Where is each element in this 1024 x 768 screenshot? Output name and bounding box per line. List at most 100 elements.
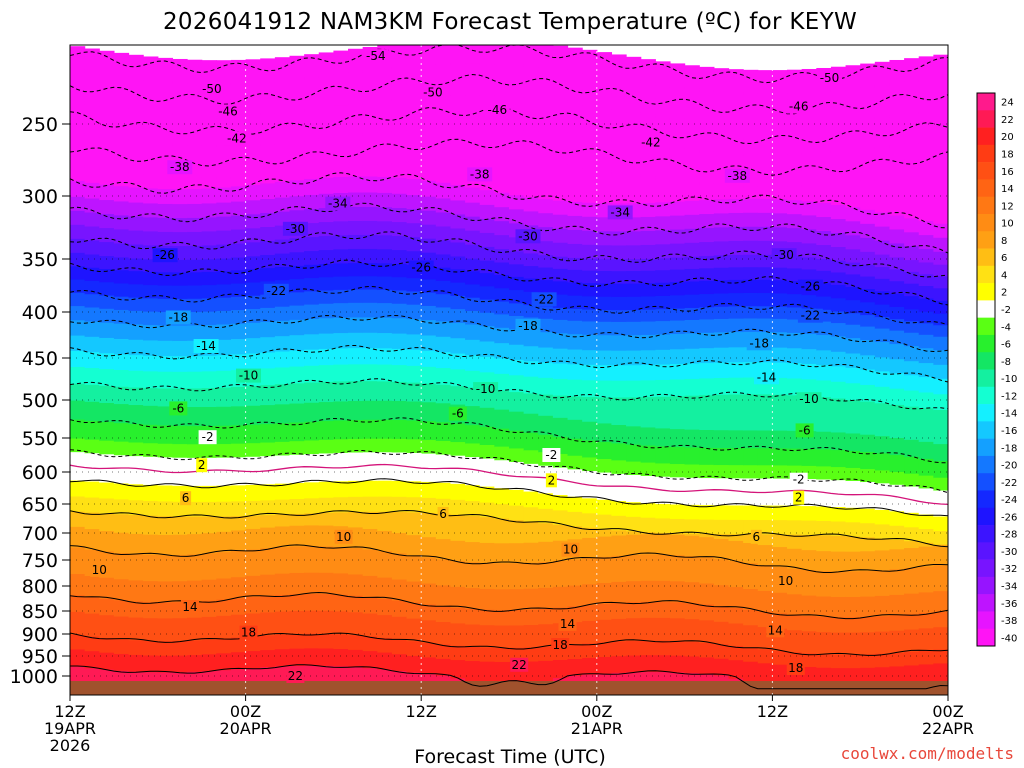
temperature-band-cell xyxy=(655,282,671,297)
temperature-band-cell xyxy=(333,649,349,667)
temperature-band-cell xyxy=(582,105,598,122)
temperature-band-cell xyxy=(552,660,569,679)
temperature-band-cell xyxy=(128,469,144,485)
temperature-band-cell xyxy=(318,250,334,265)
temperature-band-cell xyxy=(757,254,773,268)
temperature-band-cell xyxy=(640,114,656,131)
temperature-band-cell xyxy=(509,128,525,146)
temperature-band-cell xyxy=(728,226,744,242)
temperature-band-cell xyxy=(348,192,364,208)
temperature-band-cell xyxy=(245,67,261,84)
temperature-band-cell xyxy=(640,350,656,366)
temperature-band-cell xyxy=(333,546,349,575)
temperature-band-cell xyxy=(801,595,817,617)
temperature-band-cell xyxy=(830,183,847,206)
temperature-band-cell xyxy=(304,454,320,469)
temperature-band-cell xyxy=(874,595,891,617)
temperature-band-cell xyxy=(201,485,217,503)
temperature-band-cell xyxy=(538,213,554,228)
temperature-band-cell xyxy=(260,160,276,177)
temperature-band-cell xyxy=(333,634,349,650)
temperature-band-cell xyxy=(816,492,832,508)
temperature-band-cell xyxy=(216,177,232,189)
temperature-band-cell xyxy=(669,349,686,365)
temperature-band-cell xyxy=(596,154,613,172)
temperature-band-cell xyxy=(669,295,686,310)
temperature-band-cell xyxy=(728,561,744,588)
temperature-band-cell xyxy=(304,209,320,224)
contour-label-bg xyxy=(448,406,467,421)
temperature-band-cell xyxy=(567,320,583,335)
temperature-band-cell xyxy=(640,503,656,519)
temperature-band-cell xyxy=(274,336,291,353)
temperature-band-cell xyxy=(172,218,188,233)
temperature-band-cell xyxy=(187,285,203,300)
temperature-band-cell xyxy=(509,543,525,564)
temperature-band-cell xyxy=(772,650,788,666)
temperature-band-cell xyxy=(626,335,642,352)
temperature-band-cell xyxy=(406,304,422,320)
temperature-band-cell xyxy=(84,226,100,242)
temperature-band-cell xyxy=(757,70,773,79)
temperature-band-cell xyxy=(289,546,305,574)
temperature-band-cell xyxy=(904,321,920,334)
temperature-band-cell xyxy=(596,365,613,382)
temperature-band-cell xyxy=(874,212,891,228)
temperature-band-cell xyxy=(421,279,437,294)
contour-label-bg xyxy=(152,248,178,263)
temperature-band-cell xyxy=(70,419,86,440)
y-tick-label: 500 xyxy=(22,390,58,412)
temperature-band-cell xyxy=(333,74,349,91)
temperature-band-cell xyxy=(552,319,569,334)
temperature-band-cell xyxy=(728,254,744,268)
temperature-band-cell xyxy=(933,264,948,278)
temperature-band-cell xyxy=(801,169,817,187)
temperature-band-cell xyxy=(787,228,803,243)
temperature-band-cell xyxy=(567,379,583,398)
temperature-band-cell xyxy=(421,49,437,66)
temperature-band-cell xyxy=(450,540,466,562)
temperature-band-cell xyxy=(933,172,948,225)
temperature-band-cell xyxy=(611,618,627,643)
temperature-band-cell xyxy=(172,129,188,146)
contour-label: -10 xyxy=(239,369,259,383)
temperature-band-cell xyxy=(406,481,422,498)
temperature-band-cell xyxy=(567,511,583,527)
temperature-band-cell xyxy=(538,624,554,648)
temperature-band-cell xyxy=(743,254,759,268)
temperature-band-cell xyxy=(450,607,466,624)
temperature-band-cell xyxy=(816,296,832,311)
x-tick-label: 19APR xyxy=(44,719,96,738)
temperature-band-cell xyxy=(201,516,217,534)
temperature-band-cell xyxy=(230,257,247,271)
temperature-band-cell xyxy=(728,660,744,680)
temperature-band-cell xyxy=(904,486,920,500)
temperature-band-cell xyxy=(465,110,481,128)
temperature-band-cell xyxy=(801,550,817,571)
temperature-band-cell xyxy=(552,417,569,438)
temperature-band-cell xyxy=(904,406,920,441)
temperature-band-cell xyxy=(904,246,920,261)
temperature-band-cell xyxy=(918,392,934,409)
temperature-band-cell xyxy=(479,286,495,301)
temperature-band-cell xyxy=(406,655,422,674)
temperature-band-cell xyxy=(421,305,437,321)
temperature-band-cell xyxy=(699,583,715,606)
temperature-band-cell xyxy=(421,196,437,212)
temperature-band-cell xyxy=(187,217,203,233)
contour-label: -50 xyxy=(202,82,222,96)
temperature-band-cell xyxy=(333,289,349,304)
temperature-band-cell xyxy=(391,290,408,305)
temperature-band-cell xyxy=(333,381,349,403)
temperature-band-cell xyxy=(801,333,817,350)
temperature-band-cell xyxy=(582,258,598,272)
temperature-band-cell xyxy=(494,192,510,208)
temperature-band-cell xyxy=(523,253,539,267)
temperature-band-cell xyxy=(333,50,349,60)
temperature-band-cell xyxy=(787,170,803,188)
temperature-band-cell xyxy=(348,302,364,319)
temperature-band-cell xyxy=(552,333,569,350)
temperature-band-cell xyxy=(377,303,393,319)
temperature-band-cell xyxy=(230,550,247,578)
temperature-band-cell xyxy=(274,594,291,613)
